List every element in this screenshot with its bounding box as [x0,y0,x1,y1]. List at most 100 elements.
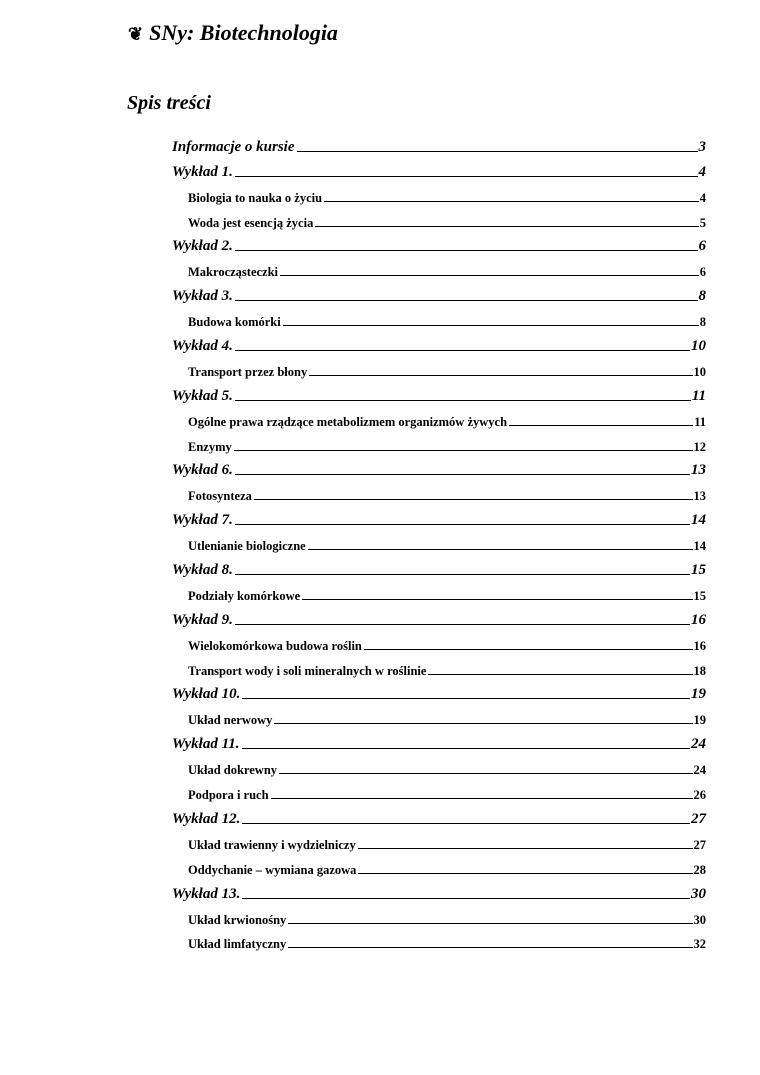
toc-entry-label: Oddychanie – wymiana gazowa [188,862,357,877]
toc-entry-label: Układ nerwowy [188,713,273,728]
toc-leader-line [234,524,690,526]
toc-entry[interactable]: Wykład 12. 27 [172,803,706,828]
toc-entry[interactable]: Wykład 11. 24 [172,728,706,753]
toc-entry-label: Wykład 7. [172,512,233,529]
toc-entry[interactable]: Makrocząsteczki 6 [172,255,706,280]
toc-entry[interactable]: Wielokomórkowa budowa roślin 16 [172,629,706,654]
toc-leader-line [282,325,699,327]
toc-entry-label: Biologia to nauka o życiu [188,190,323,205]
toc-entry[interactable]: Wykład 4. 10 [172,330,706,355]
toc-entry[interactable]: Podpora i ruch 26 [172,778,706,803]
toc-entry[interactable]: Podziały komórkowe 15 [172,579,706,604]
toc-entry-page: 15 [693,588,707,603]
toc-leader-line [234,399,691,401]
toc-entry-label: Ogólne prawa rządzące metabolizmem organ… [188,414,508,429]
toc-entry[interactable]: Ogólne prawa rządzące metabolizmem organ… [172,405,706,430]
toc-entry[interactable]: Woda jest esencją życia 5 [172,206,706,231]
toc-entry-page: 28 [693,862,707,877]
toc-entry-page: 19 [693,713,707,728]
toc-entry-label: Enzymy [188,439,232,454]
toc-entry-page: 6 [698,238,707,255]
toc-leader-line [288,947,693,949]
toc-entry[interactable]: Układ nerwowy 19 [172,703,706,728]
toc-entry[interactable]: Układ limfatyczny 32 [172,928,706,953]
toc-entry[interactable]: Wykład 8. 15 [172,554,706,579]
toc-entry-label: Wykład 2. [172,238,233,255]
toc-entry[interactable]: Układ krwionośny 30 [172,903,706,928]
toc-entry[interactable]: Biologia to nauka o życiu 4 [172,181,706,206]
toc-entry-label: Informacje o kursie [172,138,295,155]
toc-leader-line [242,897,690,899]
toc-entry[interactable]: Transport przez błony 10 [172,355,706,380]
toc-entry-label: Wykład 1. [172,163,233,180]
toc-leader-line [234,250,698,252]
toc-leader-line [274,723,693,725]
toc-entry[interactable]: Wykład 6. 13 [172,455,706,480]
toc-leader-line [279,773,693,775]
document-title: SNy: Biotechnologia [149,20,338,45]
toc-entry[interactable]: Wykład 7. 14 [172,504,706,529]
toc-entry-label: Wykład 10. [172,686,241,703]
toc-entry[interactable]: Informacje o kursie 3 [172,131,706,156]
toc-entry-page: 10 [691,338,706,355]
toc-entry-page: 8 [699,315,706,330]
toc-entry-label: Podziały komórkowe [188,588,301,603]
toc-entry-page: 11 [691,387,706,404]
toc-entry[interactable]: Transport wody i soli mineralnych w rośl… [172,654,706,679]
toc-leader-line [280,275,699,277]
toc-entry-page: 26 [693,788,707,803]
toc-entry-page: 16 [691,611,706,628]
toc-leader-line [302,598,693,600]
toc-entry-label: Budowa komórki [188,315,281,330]
toc-leader-line [288,922,693,924]
toc-entry[interactable]: Oddychanie – wymiana gazowa 28 [172,853,706,878]
toc-entry-label: Utlenianie biologiczne [188,539,306,554]
table-of-contents: Informacje o kursie 3 Wykład 1. 4 Biologia t… [172,131,706,952]
toc-entry[interactable]: Wykład 10. 19 [172,679,706,704]
toc-entry-label: Wykład 4. [172,338,233,355]
toc-leader-line [296,150,698,152]
toc-entry-label: Wykład 12. [172,810,241,827]
toc-entry[interactable]: Wykład 9. 16 [172,604,706,629]
toc-entry[interactable]: Enzymy 12 [172,430,706,455]
toc-leader-line [234,474,690,476]
toc-entry-page: 8 [698,288,707,305]
toc-leader-line [509,424,694,426]
toc-leader-line [309,374,693,376]
toc-leader-line [234,623,690,625]
toc-entry[interactable]: Budowa komórki 8 [172,305,706,330]
toc-entry-label: Wykład 9. [172,611,233,628]
toc-entry-page: 27 [691,810,706,827]
toc-entry[interactable]: Układ dokrewny 24 [172,753,706,778]
toc-entry-page: 5 [699,215,706,230]
toc-entry-label: Wykład 11. [172,736,240,753]
toc-entry-page: 14 [693,539,707,554]
toc-entry[interactable]: Wykład 5. 11 [172,380,706,405]
toc-entry-label: Układ limfatyczny [188,937,287,952]
toc-entry[interactable]: Fotosynteza 13 [172,479,706,504]
toc-entry[interactable]: Wykład 3. 8 [172,280,706,305]
toc-entry-page: 27 [693,837,707,852]
toc-entry[interactable]: Wykład 13. 30 [172,878,706,903]
toc-entry-page: 15 [691,562,706,579]
toc-leader-line [234,350,690,352]
toc-entry-label: Podpora i ruch [188,788,269,803]
toc-entry[interactable]: Wykład 2. 6 [172,231,706,256]
toc-leader-line [270,798,693,800]
toc-entry-page: 3 [698,138,707,155]
toc-entry-label: Układ dokrewny [188,763,278,778]
toc-entry[interactable]: Układ trawienny i wydzielniczy 27 [172,828,706,853]
toc-leader-line [242,822,690,824]
toc-entry-page: 30 [693,912,707,927]
toc-entry-label: Wykład 5. [172,387,233,404]
toc-entry-label: Układ krwionośny [188,912,287,927]
toc-entry-label: Wykład 13. [172,885,241,902]
toc-entry-page: 4 [698,163,707,180]
toc-entry-label: Wykład 3. [172,288,233,305]
toc-leader-line [234,574,690,576]
toc-entry[interactable]: Utlenianie biologiczne 14 [172,529,706,554]
toc-entry[interactable]: Wykład 1. 4 [172,156,706,181]
toc-entry-label: Wykład 8. [172,562,233,579]
toc-leader-line [358,872,693,874]
floral-ornament-icon: ❦ [128,24,144,44]
